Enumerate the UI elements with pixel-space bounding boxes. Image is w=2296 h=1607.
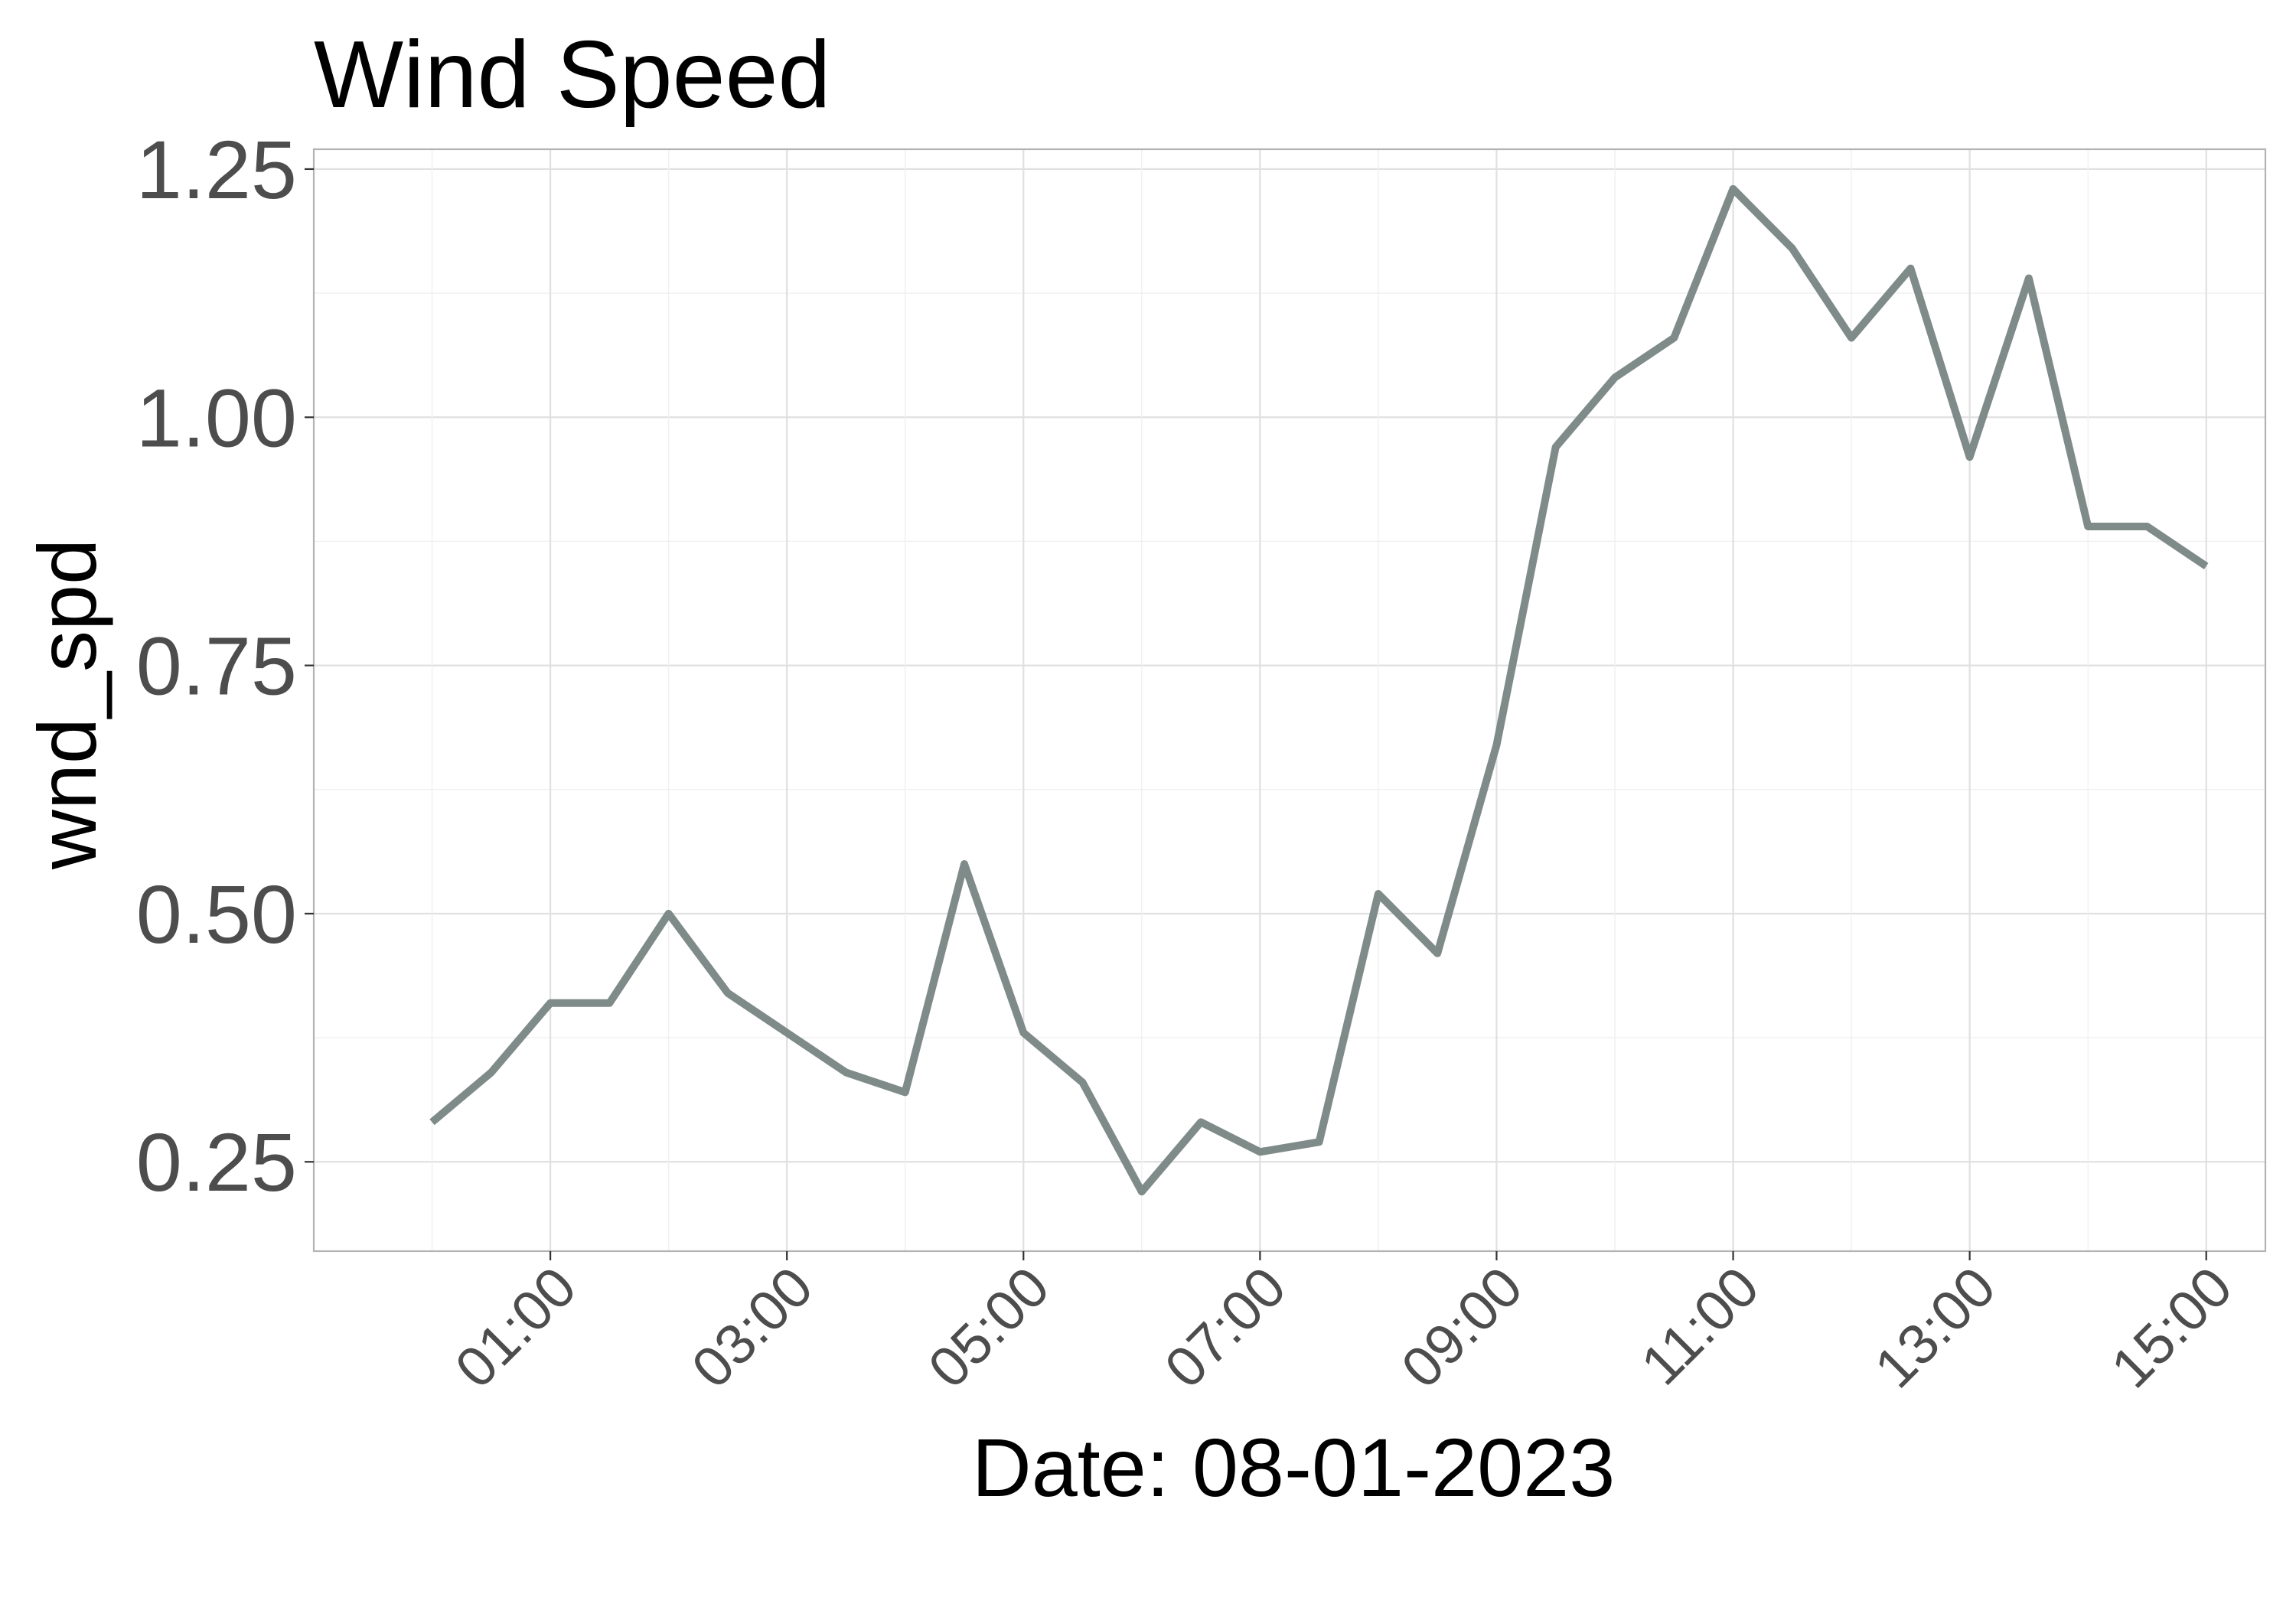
series-layer (429, 184, 2209, 1196)
y-axis-title: wnd_spd (21, 539, 113, 870)
x-axis: 01:00 03:00 05:00 07:00 09:00 11:00 13:00 15:00 (443, 1251, 2244, 1400)
y-tick-label: 1.00 (136, 371, 297, 464)
chart-title: Wind Speed (314, 22, 831, 128)
y-tick-label: 1.25 (136, 123, 297, 216)
x-tick-label: 13:00 (1862, 1255, 2007, 1400)
y-tick-label: 0.50 (136, 868, 297, 960)
x-tick-label: 07:00 (1153, 1255, 1298, 1400)
y-tick-label: 0.25 (136, 1116, 297, 1208)
y-tick-label: 0.75 (136, 620, 297, 712)
x-tick-label: 01:00 (443, 1255, 589, 1400)
y-axis: 0.25 0.50 0.75 1.00 1.25 (136, 123, 314, 1208)
x-tick-label: 11:00 (1629, 1255, 1771, 1397)
x-axis-title: Date: 08-01-2023 (972, 1421, 1616, 1514)
plot-panel-border (312, 148, 2267, 1253)
x-tick-label: 05:00 (916, 1255, 1062, 1400)
x-tick-label: 03:00 (680, 1255, 825, 1400)
wind-speed-line (429, 184, 2209, 1196)
x-tick-label: 09:00 (1389, 1255, 1534, 1400)
grid (314, 149, 2265, 1251)
x-tick-label: 15:00 (2099, 1255, 2244, 1400)
